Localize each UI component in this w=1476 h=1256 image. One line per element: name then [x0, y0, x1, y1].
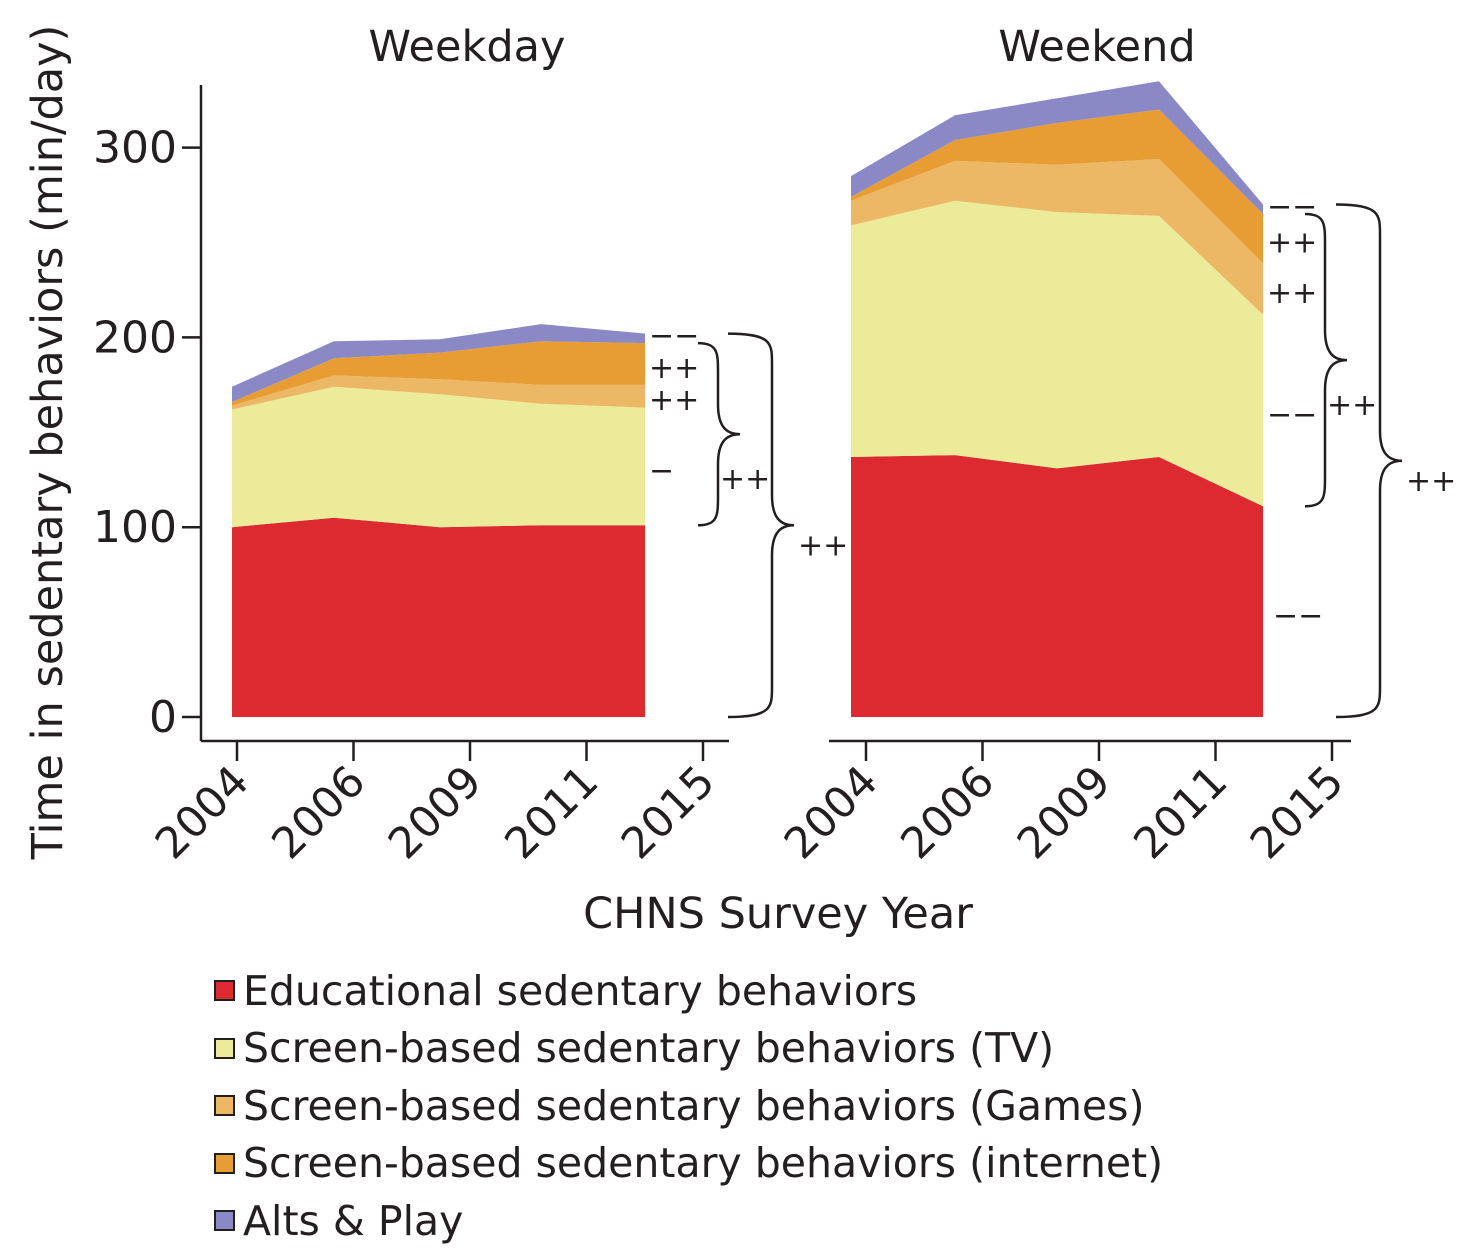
- legend-label: Screen-based sedentary behaviors (Games): [243, 1082, 1144, 1130]
- legend-item: Educational sedentary behaviors: [214, 962, 1163, 1020]
- trend-mark: ++: [649, 383, 699, 418]
- y-tick-label: 300: [93, 123, 177, 174]
- legend-label: Educational sedentary behaviors: [243, 967, 917, 1015]
- x-tick-label: 2006: [263, 756, 376, 869]
- screen-total-brace: [698, 343, 740, 525]
- trend-mark: ++: [798, 528, 848, 563]
- trend-mark: −−: [1267, 190, 1317, 225]
- x-tick-label: 2015: [1241, 756, 1354, 869]
- y-tick-label: 200: [93, 312, 177, 363]
- trend-mark: ++: [720, 462, 770, 497]
- legend-swatch-alts-play: [214, 1210, 235, 1231]
- area-educational-sedentary-behaviors: [851, 455, 1263, 717]
- x-tick-label: 2015: [612, 756, 725, 869]
- legend-label: Screen-based sedentary behaviors (intern…: [243, 1139, 1163, 1187]
- trend-mark: −−: [649, 319, 699, 354]
- x-axis-title: CHNS Survey Year: [583, 889, 973, 939]
- panel-title: Weekday: [369, 22, 566, 72]
- panel-title: Weekend: [998, 22, 1195, 72]
- trend-mark: ++: [1406, 464, 1456, 499]
- legend-label: Alts & Play: [243, 1197, 463, 1245]
- chart-canvas: Time in sedentary behaviors (min/day) 0 1…: [0, 0, 1476, 1256]
- legend: Educational sedentary behaviors Screen-b…: [214, 962, 1163, 1250]
- legend-item: Screen-based sedentary behaviors (intern…: [214, 1135, 1163, 1193]
- x-tick-label: 2004: [775, 756, 888, 869]
- trend-mark: ++: [1267, 226, 1317, 261]
- x-tick-label: 2004: [146, 756, 259, 869]
- legend-item: Alts & Play: [214, 1192, 1163, 1250]
- x-tick-label: 2011: [1125, 756, 1238, 869]
- x-tick-label: 2009: [379, 756, 492, 869]
- y-axis-title: Time in sedentary behaviors (min/day): [23, 25, 73, 861]
- y-tick-label: 0: [149, 692, 177, 743]
- legend-item: Screen-based sedentary behaviors (TV): [214, 1020, 1163, 1078]
- trend-mark: ++: [649, 351, 699, 386]
- legend-swatch-educational: [214, 980, 235, 1001]
- stacked-area-chart: Time in sedentary behaviors (min/day) 0 1…: [0, 0, 1476, 960]
- total-brace: [728, 334, 794, 717]
- legend-label: Screen-based sedentary behaviors (TV): [243, 1024, 1054, 1072]
- x-tick-label: 2011: [496, 756, 609, 869]
- legend-swatch-internet: [214, 1153, 235, 1174]
- legend-swatch-tv: [214, 1038, 235, 1059]
- trend-mark: ++: [1327, 388, 1377, 423]
- trend-mark: −−: [1267, 397, 1317, 432]
- area-screen-based-sedentary-behaviors-tv: [232, 387, 645, 528]
- trend-mark: −−: [1273, 599, 1323, 634]
- legend-swatch-games: [214, 1095, 235, 1116]
- trend-mark: −: [649, 453, 674, 488]
- legend-item: Screen-based sedentary behaviors (Games): [214, 1077, 1163, 1135]
- y-tick-label: 100: [93, 502, 177, 553]
- total-brace: [1336, 205, 1402, 717]
- x-tick-label: 2006: [892, 756, 1005, 869]
- area-educational-sedentary-behaviors: [232, 518, 645, 717]
- x-tick-label: 2009: [1008, 756, 1121, 869]
- trend-mark: ++: [1267, 276, 1317, 311]
